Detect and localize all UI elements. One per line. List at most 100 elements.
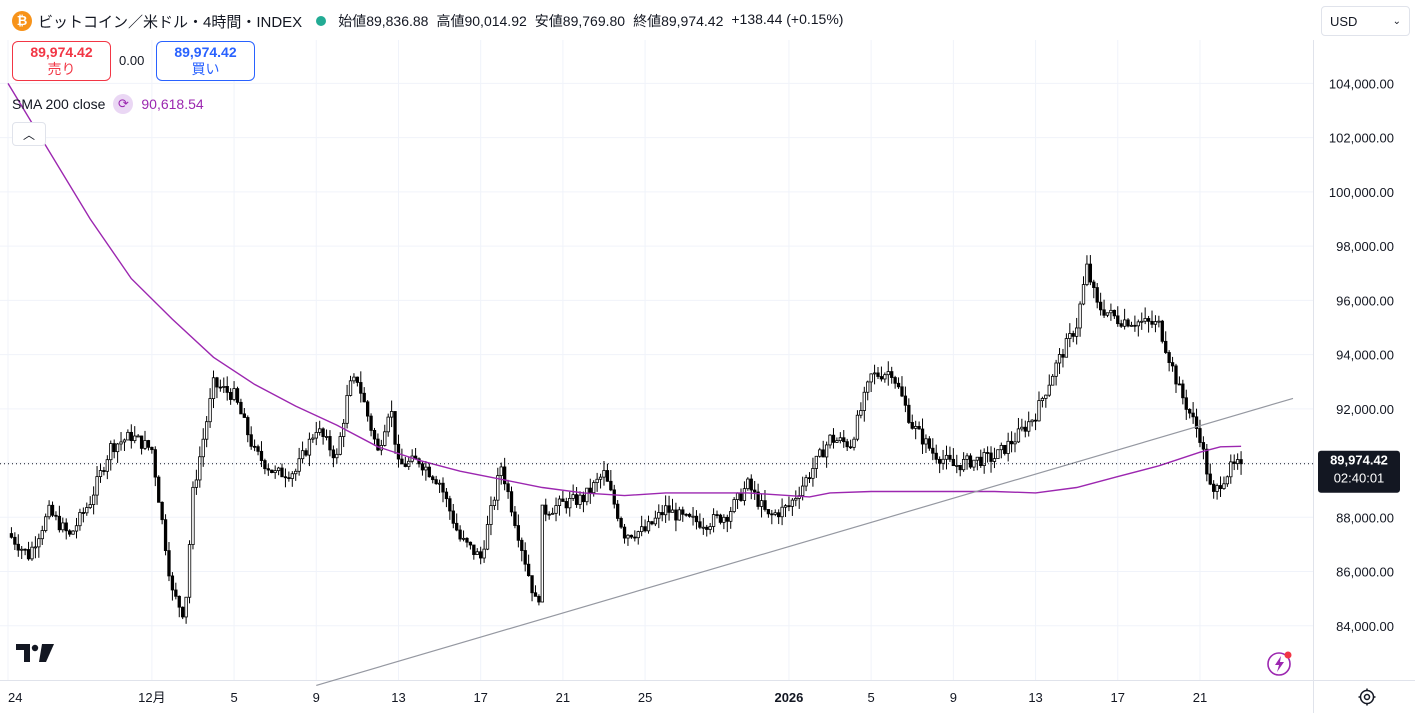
- sma-name: SMA 200 close: [12, 96, 106, 112]
- candle: [431, 475, 435, 484]
- candle: [1109, 303, 1113, 321]
- candle: [256, 444, 260, 456]
- candle: [934, 444, 938, 464]
- candle: [848, 439, 853, 449]
- candle: [139, 435, 144, 455]
- refresh-icon[interactable]: ⟳: [113, 94, 134, 114]
- buy-button[interactable]: 89,974.42 買い: [156, 41, 255, 81]
- candle: [280, 463, 284, 478]
- candle: [348, 375, 353, 397]
- candle: [753, 480, 757, 500]
- candle: [1146, 315, 1151, 333]
- x-tick-label: 2026: [774, 690, 803, 705]
- candle: [670, 498, 675, 513]
- candle: [893, 375, 897, 389]
- candle: [1150, 310, 1154, 329]
- candle: [276, 466, 281, 476]
- candle: [1225, 475, 1230, 487]
- currency-select[interactable]: USD ⌄: [1321, 6, 1410, 36]
- candle: [687, 512, 692, 518]
- trendline[interactable]: [316, 397, 1294, 686]
- buy-price: 89,974.42: [174, 44, 237, 60]
- candle: [352, 373, 356, 384]
- candle: [465, 537, 469, 548]
- collapse-legend-button[interactable]: ︿: [12, 122, 46, 146]
- candle: [1054, 359, 1058, 386]
- y-tick-label: 94,000.00: [1336, 348, 1394, 363]
- candlestick-series: [9, 255, 1243, 624]
- candle: [1232, 454, 1236, 471]
- candle: [807, 472, 812, 484]
- candle: [37, 533, 41, 558]
- candle: [112, 439, 116, 459]
- candle: [667, 495, 671, 521]
- candle: [208, 388, 212, 428]
- candle: [33, 536, 38, 559]
- x-axis[interactable]: 24 12月 5 9 13 17 21 25 2026 5 9 13 17 21: [8, 690, 1207, 705]
- candle: [126, 429, 130, 441]
- candle: [1126, 318, 1130, 328]
- candle: [396, 434, 401, 468]
- candle: [54, 511, 58, 521]
- candle: [1088, 255, 1093, 286]
- candle: [653, 510, 658, 527]
- candle: [242, 408, 246, 418]
- candle: [1051, 373, 1055, 386]
- candle: [81, 507, 86, 523]
- candle: [489, 496, 493, 536]
- candle: [177, 595, 181, 618]
- candle: [715, 510, 719, 519]
- candle: [780, 498, 784, 526]
- candle: [698, 513, 702, 530]
- y-axis[interactable]: 84,000.00 86,000.00 88,000.00 92,000.00 94,0…: [1329, 76, 1394, 633]
- candle: [818, 447, 822, 458]
- sell-button[interactable]: 89,974.42 売り: [12, 41, 111, 81]
- tradingview-logo-icon[interactable]: [16, 642, 56, 664]
- candle: [1020, 418, 1024, 432]
- candle: [1160, 319, 1164, 344]
- candle: [722, 514, 726, 530]
- candle: [1122, 308, 1127, 330]
- candle: [1064, 333, 1069, 358]
- candle: [1071, 330, 1075, 343]
- candle: [1061, 348, 1065, 368]
- candle: [133, 426, 137, 444]
- lightning-icon[interactable]: [1266, 649, 1294, 677]
- candle: [975, 456, 979, 471]
- candle: [859, 402, 863, 419]
- candle: [879, 366, 884, 382]
- candle: [629, 534, 634, 539]
- market-status-icon[interactable]: [316, 16, 327, 26]
- candle: [1102, 299, 1106, 318]
- candle: [770, 509, 774, 525]
- candle: [314, 421, 318, 446]
- bar-countdown: 02:40:01: [1334, 471, 1385, 486]
- candle: [1222, 476, 1226, 490]
- x-tick-label: 13: [1028, 690, 1042, 705]
- candle: [1037, 391, 1041, 422]
- candle: [554, 497, 558, 522]
- candle: [441, 477, 445, 503]
- candle: [1164, 331, 1168, 354]
- candle: [1212, 480, 1216, 499]
- candle: [235, 386, 240, 405]
- candle: [681, 506, 685, 522]
- sma-legend[interactable]: SMA 200 close ⟳ 90,618.54: [12, 94, 204, 114]
- candle: [999, 442, 1003, 459]
- candle: [941, 449, 945, 470]
- candle: [759, 493, 764, 518]
- candle: [1044, 394, 1048, 408]
- bitcoin-icon[interactable]: ₿: [12, 11, 32, 31]
- high-value: 90,014.92: [464, 13, 527, 29]
- candle: [146, 439, 151, 451]
- settings-gear-icon[interactable]: [1357, 687, 1377, 707]
- candle: [660, 504, 664, 522]
- symbol-title[interactable]: ビットコイン／米ドル・4時間・INDEX: [38, 13, 303, 31]
- candle: [338, 432, 342, 456]
- candle: [1218, 476, 1223, 497]
- plot-background: [0, 0, 1313, 680]
- candle: [544, 498, 548, 522]
- candle: [78, 508, 82, 531]
- candle: [47, 500, 51, 520]
